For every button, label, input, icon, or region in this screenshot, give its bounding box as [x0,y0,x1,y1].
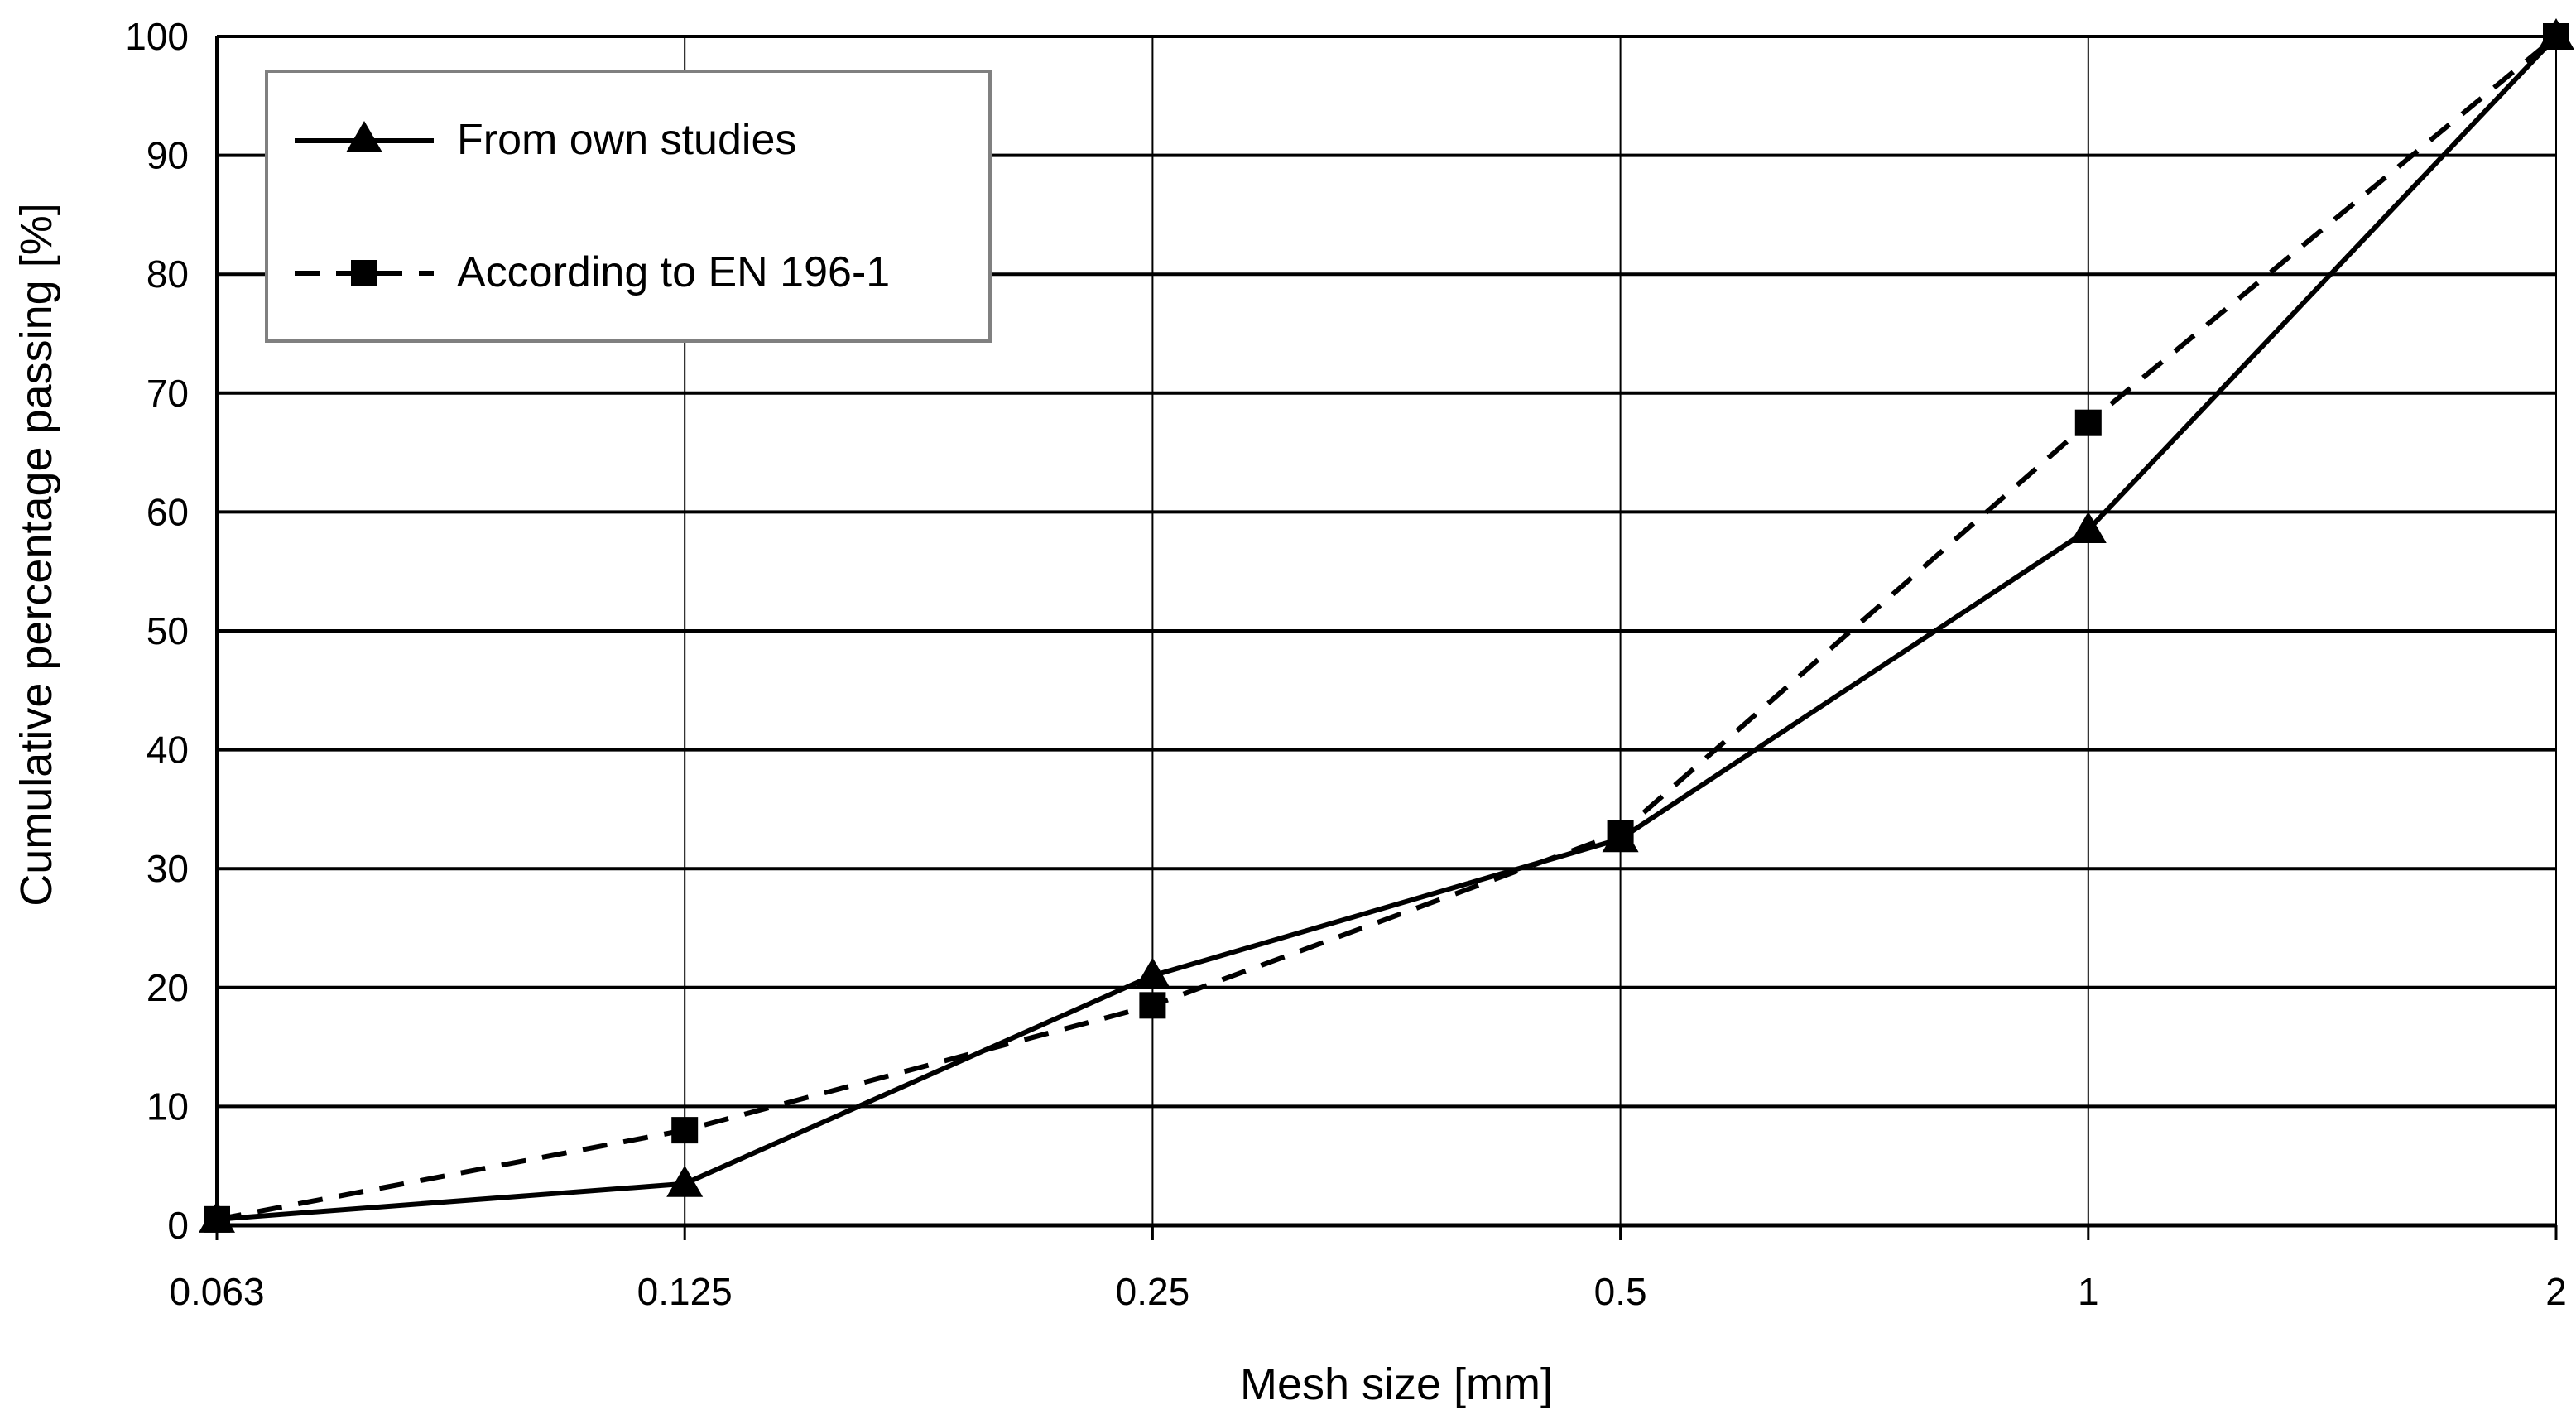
x-tick-label: 2 [2545,1270,2567,1313]
y-tick-labels: 0 10 20 30 40 50 60 70 80 90 100 [125,15,189,1247]
data-point-square [671,1117,699,1144]
legend-label-en-196-1: According to EN 196-1 [457,248,890,296]
x-tick-labels: 0.063 0.125 0.25 0.5 1 2 [169,1270,2566,1313]
data-point-triangle [1134,957,1171,989]
x-tick-label: 1 [2078,1270,2099,1313]
series-line [216,34,2558,1222]
x-tick-label: 0.5 [1594,1270,1647,1313]
y-tick-label: 60 [147,490,189,533]
x-axis-title: Mesh size [mm] [1240,1359,1553,1409]
data-point-square [2074,409,2102,436]
y-tick-label: 50 [147,609,189,652]
y-tick-label: 80 [147,253,189,296]
series-en-196-1 [204,23,2569,1233]
series [199,18,2574,1233]
legend-square-marker [351,260,377,286]
legend-label-own-studies: From own studies [457,116,796,164]
data-point-triangle [666,1165,704,1197]
y-tick-label: 10 [147,1085,189,1128]
data-point-square [204,1205,230,1233]
legend-triangle-marker [346,121,382,152]
data-point-triangle [2069,511,2107,543]
x-tick-label: 0.063 [169,1270,264,1313]
legend-entry-own-studies: From own studies [295,116,796,164]
y-tick-label: 90 [147,134,189,177]
series-line [216,34,2559,1222]
legend-box [265,70,992,343]
data-point-square [2543,23,2569,50]
legend-entry-en-196-1: According to EN 196-1 [295,248,890,296]
y-tick-label: 70 [147,372,189,415]
y-tick-label: 30 [147,847,189,890]
data-point-square [1139,992,1166,1019]
legend: From own studies According to EN 196-1 [265,70,992,343]
x-tick-label: 0.125 [637,1270,733,1313]
y-tick-label: 100 [125,15,189,58]
y-tick-label: 20 [147,966,189,1009]
y-tick-label: 0 [167,1204,189,1247]
y-axis-title: Cumulative percentage passing [%] [12,203,61,906]
x-tick-label: 0.25 [1116,1270,1190,1313]
data-point-square [1607,820,1634,847]
y-tick-label: 40 [147,729,189,772]
